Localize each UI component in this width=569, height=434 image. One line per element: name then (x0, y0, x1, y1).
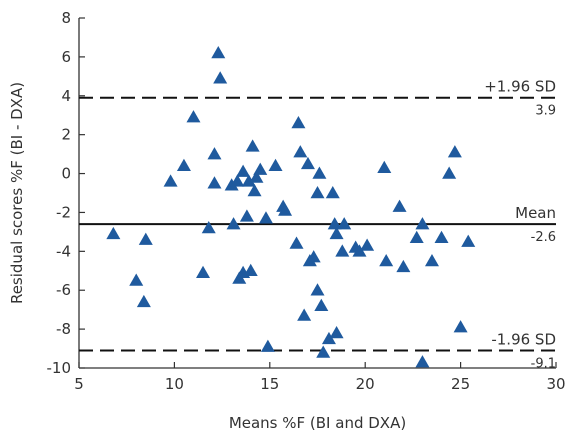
data-point (314, 298, 329, 312)
data-point (129, 273, 144, 286)
reference-lines: +1.96 SD 3.9 Mean -2.6 -1.96 SD -9.1 (79, 78, 556, 372)
x-tick-label: 15 (260, 375, 279, 393)
data-point (278, 203, 293, 216)
data-point (236, 164, 251, 177)
x-axis-ticks: 5 10 15 20 25 30 (74, 362, 566, 393)
y-tick-label: 2 (61, 126, 71, 144)
x-tick-label: 20 (356, 375, 375, 393)
data-point (379, 254, 394, 267)
data-point (461, 234, 476, 247)
data-points (106, 46, 476, 368)
reference-line-label: Mean (515, 204, 556, 222)
data-point (415, 217, 430, 230)
y-tick-label: 8 (61, 9, 71, 27)
reference-line-value: 3.9 (535, 104, 556, 119)
data-point (396, 259, 411, 273)
data-point (434, 230, 449, 243)
data-point (136, 294, 151, 308)
data-point (310, 283, 325, 296)
reference-line-value: -2.6 (531, 230, 556, 245)
data-point (247, 184, 262, 197)
data-point (163, 174, 178, 187)
data-point (453, 320, 468, 333)
data-point (253, 162, 268, 175)
data-point (196, 265, 211, 278)
data-point (211, 46, 226, 59)
y-tick-label: -6 (56, 281, 71, 299)
x-tick-label: 30 (546, 375, 565, 393)
data-point (316, 345, 331, 358)
data-point (176, 158, 191, 172)
data-point (207, 176, 222, 189)
reference-line-value: -9.1 (531, 357, 556, 372)
data-point (329, 226, 344, 240)
data-point (360, 238, 375, 251)
data-point (201, 221, 216, 234)
data-point (442, 166, 457, 179)
y-tick-label: -8 (56, 320, 71, 338)
y-tick-label: 4 (61, 87, 71, 105)
data-point (243, 263, 258, 277)
data-point (325, 186, 340, 199)
y-tick-label: -10 (47, 359, 72, 377)
y-tick-label: 0 (61, 165, 71, 183)
data-point (226, 217, 241, 230)
data-point (321, 331, 336, 345)
data-point (306, 250, 321, 263)
y-tick-label: 6 (61, 48, 71, 66)
x-tick-label: 5 (74, 375, 84, 393)
data-point (138, 232, 153, 245)
data-point (241, 174, 256, 187)
data-point (245, 139, 260, 152)
data-point (186, 110, 201, 123)
data-point (327, 217, 342, 230)
data-point (230, 174, 245, 187)
y-tick-label: -4 (56, 242, 71, 260)
data-point (337, 217, 352, 230)
data-point (392, 199, 407, 212)
data-point (300, 156, 315, 170)
y-axis-ticks: 8 6 4 2 0 -2 -4 -6 -8 -10 (47, 9, 85, 377)
y-tick-label: -2 (56, 203, 71, 221)
data-point (352, 244, 367, 257)
data-point (329, 326, 344, 339)
data-point (377, 160, 392, 173)
y-axis-label: Residual scores %F (BI - DXA) (8, 82, 26, 304)
x-tick-label: 10 (165, 375, 184, 393)
data-point (409, 230, 424, 243)
data-point (249, 170, 264, 183)
data-point (258, 211, 273, 224)
data-point (447, 145, 462, 158)
data-point (415, 355, 430, 368)
data-point (268, 158, 283, 172)
data-point (312, 166, 327, 179)
data-point (207, 147, 222, 160)
x-axis-label: Means %F (BI and DXA) (229, 414, 406, 432)
data-point (260, 339, 275, 352)
data-point (213, 71, 228, 84)
data-point (293, 145, 308, 158)
x-tick-label: 25 (451, 375, 470, 393)
data-point (424, 254, 439, 267)
data-point (297, 308, 312, 321)
data-point (239, 209, 254, 222)
data-point (310, 186, 325, 199)
reference-line-label: +1.96 SD (484, 78, 556, 96)
data-point (224, 178, 239, 191)
reference-line-label: -1.96 SD (491, 331, 556, 349)
data-point (335, 244, 350, 257)
data-point (291, 116, 306, 129)
data-point (106, 226, 121, 240)
data-point (289, 236, 304, 249)
